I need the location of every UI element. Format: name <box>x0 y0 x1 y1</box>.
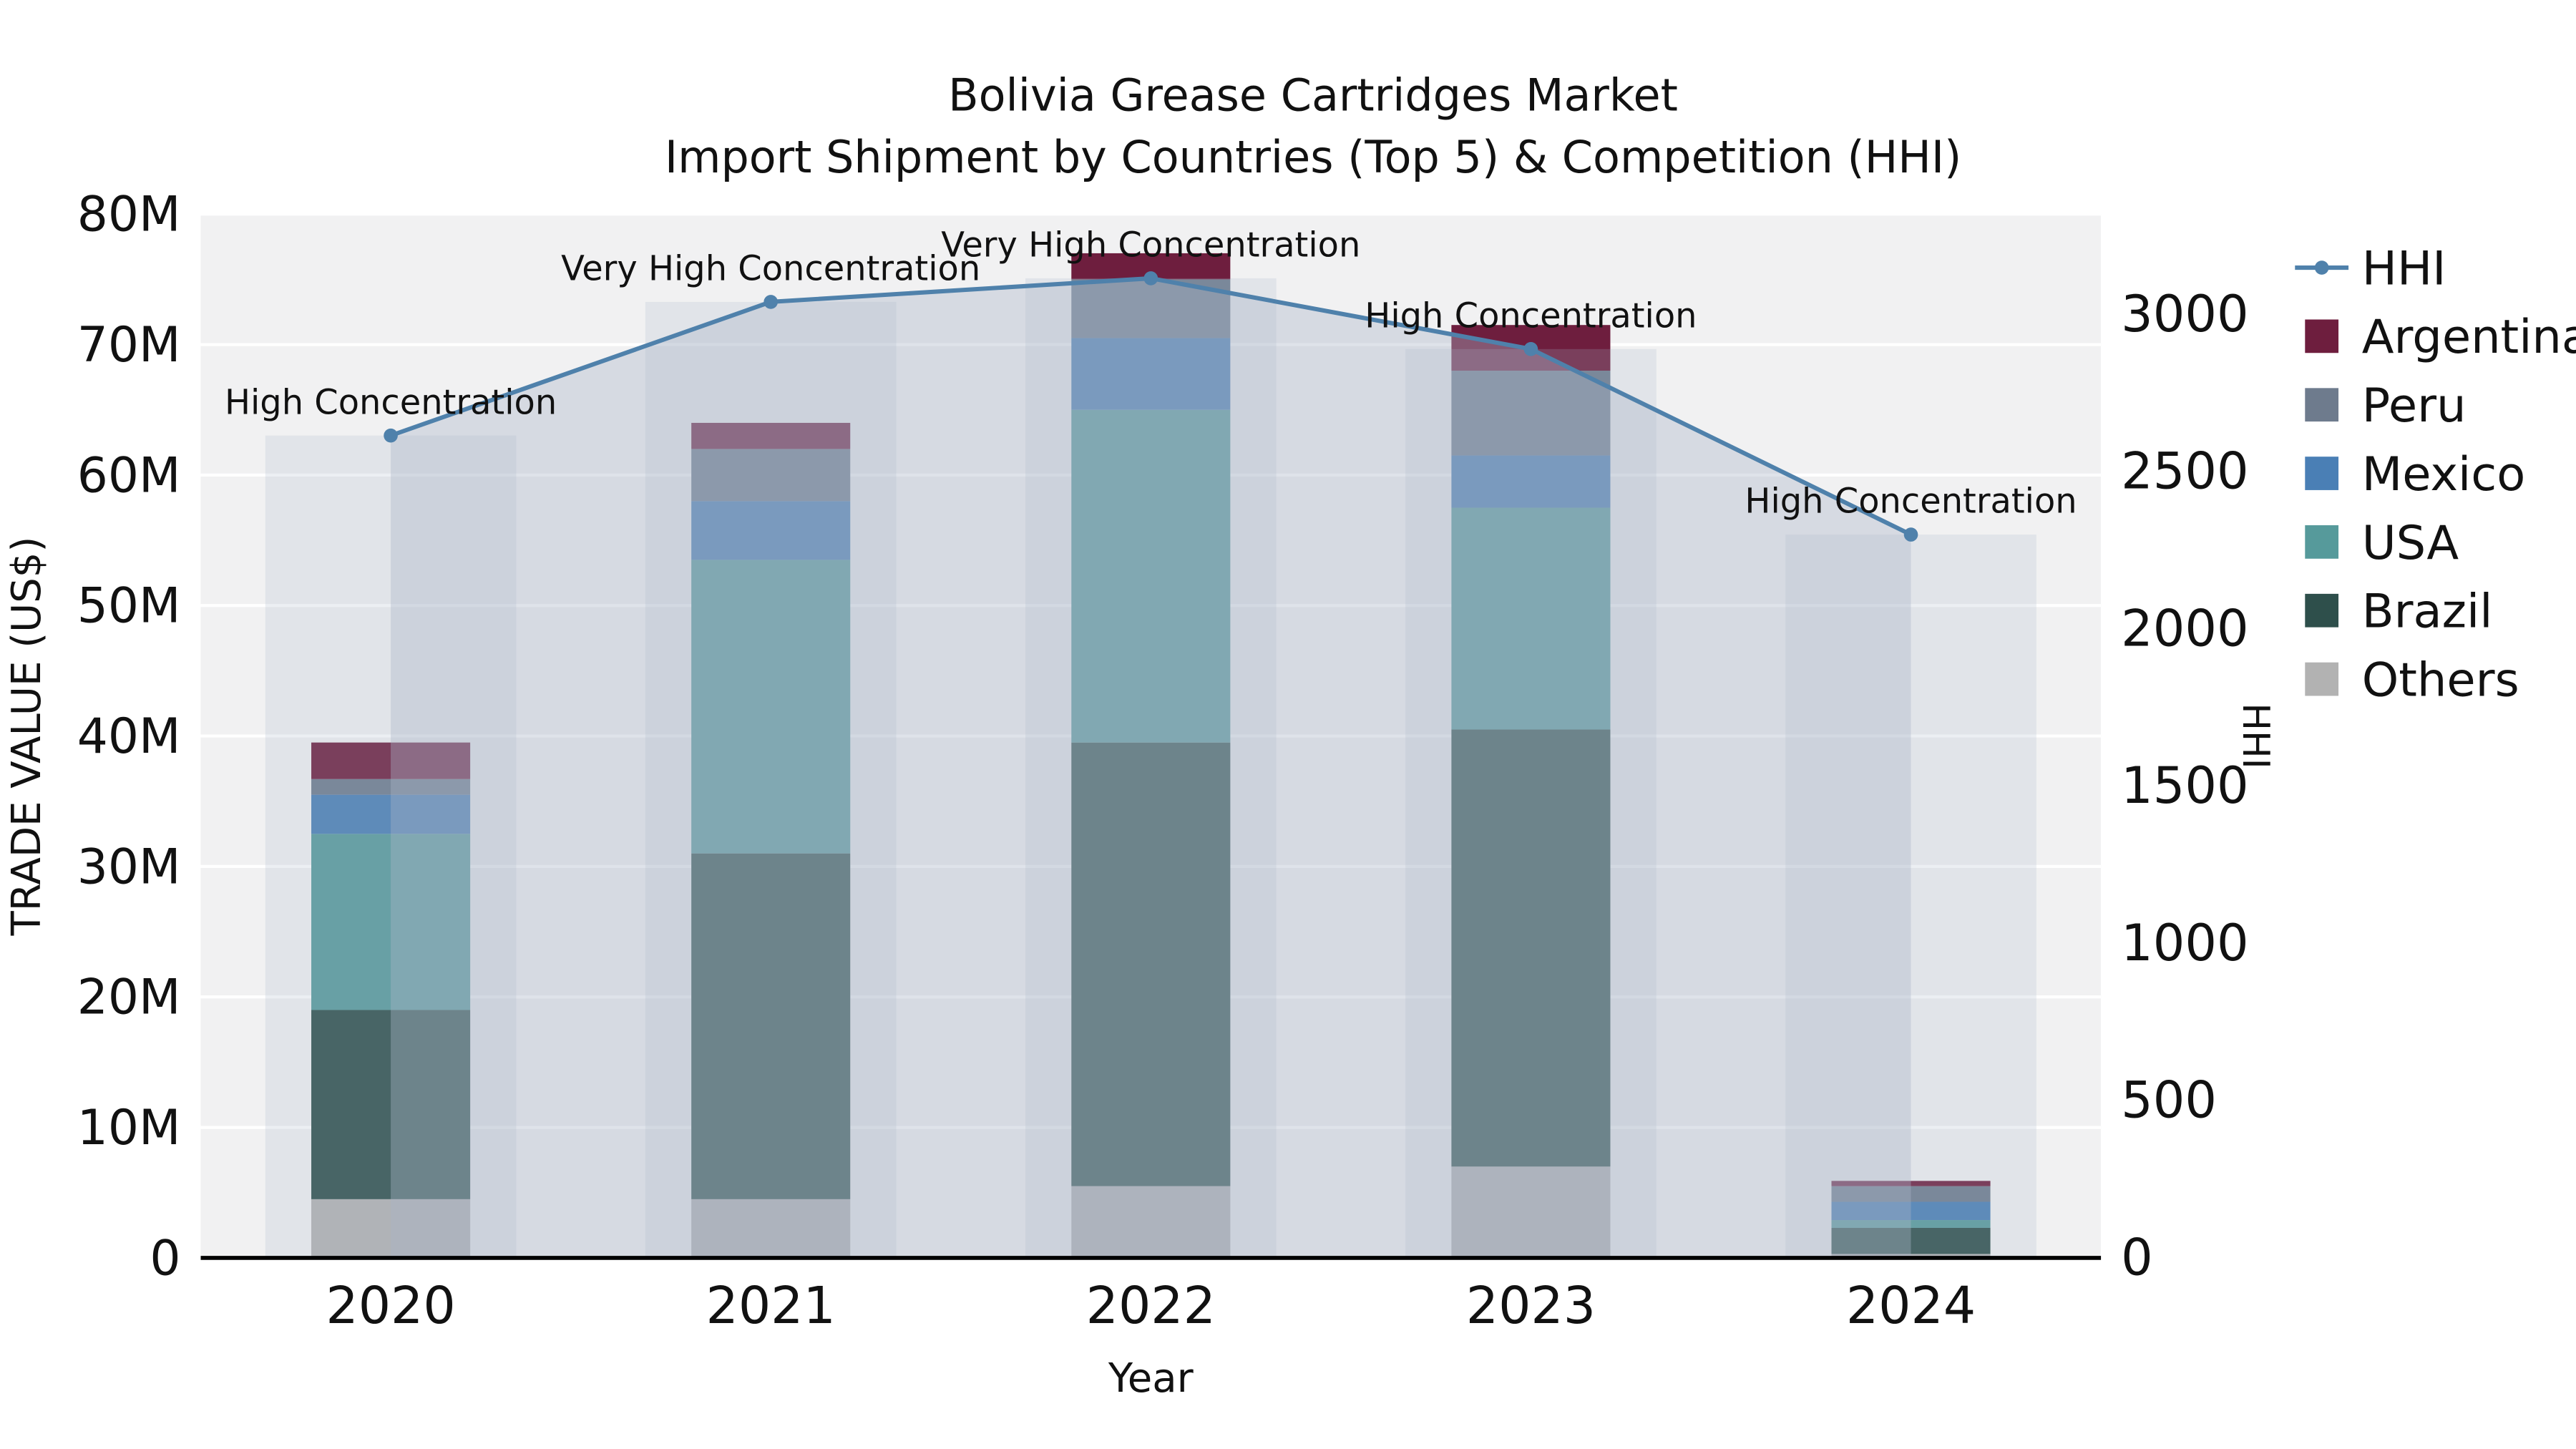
legend: HHI Argentina Peru Mexico USA Brazil Others <box>2295 241 2576 707</box>
bar-segment-peru-2021 <box>691 449 851 502</box>
x-tick-2024: 2024 <box>1846 1276 1976 1335</box>
hhi-wide-bar-2023 <box>1405 348 1657 1258</box>
stacked-bars-group <box>311 253 1991 1258</box>
y-tick-right-3000: 3000 <box>2121 285 2248 343</box>
y-tick-left-20M: 20M <box>77 969 181 1025</box>
y-axis-title-right: HHI <box>2234 703 2277 769</box>
bar-segment-mexico-2021 <box>691 501 851 560</box>
bar-segment-usa-2022 <box>1071 409 1231 743</box>
annotation-2023: High Concentration <box>1365 296 1697 336</box>
y-tick-left-60M: 60M <box>77 447 181 503</box>
legend-label-brazil: Brazil <box>2362 585 2493 639</box>
y-tick-left-70M: 70M <box>77 316 181 373</box>
x-axis-title: Year <box>1108 1355 1194 1402</box>
bar-segment-others-2021 <box>691 1199 851 1258</box>
legend-swatch-argentina <box>2305 319 2339 353</box>
legend-label-usa: USA <box>2362 516 2459 570</box>
x-tick-2022: 2022 <box>1086 1276 1216 1335</box>
bar-segment-mexico-2024 <box>1831 1201 1991 1221</box>
x-tick-2020: 2020 <box>326 1276 455 1335</box>
legend-swatch-brazil <box>2305 593 2339 628</box>
y-tick-right-500: 500 <box>2121 1071 2217 1130</box>
hhi-wide-bar-2024 <box>1785 535 2036 1258</box>
bar-segment-argentina-2024 <box>1831 1181 1991 1186</box>
bar-segment-peru-2020 <box>311 779 471 795</box>
bar-segment-brazil-2024 <box>1831 1227 1991 1254</box>
y-tick-left-80M: 80M <box>77 186 181 243</box>
x-tick-2021: 2021 <box>706 1276 835 1335</box>
y-tick-left-0: 0 <box>150 1229 180 1286</box>
y-tick-left-30M: 30M <box>77 838 181 894</box>
annotation-2022: Very High Concentration <box>941 226 1360 265</box>
bar-segment-argentina-2020 <box>311 742 471 779</box>
hhi-marker-2023 <box>1523 342 1538 356</box>
x-tick-2023: 2023 <box>1466 1276 1596 1335</box>
bar-segment-brazil-2023 <box>1451 729 1611 1167</box>
legend-swatch-mexico <box>2305 457 2339 490</box>
bar-segment-others-2023 <box>1451 1166 1611 1258</box>
bar-segment-usa-2021 <box>691 560 851 854</box>
hhi-wide-bar-2020 <box>265 435 517 1258</box>
legend-swatch-usa <box>2305 525 2339 559</box>
y-tick-right-1000: 1000 <box>2121 914 2248 972</box>
bar-segment-peru-2024 <box>1831 1186 1991 1202</box>
hhi-line-group <box>384 271 1918 542</box>
y-tick-left-40M: 40M <box>77 708 181 764</box>
y-tick-left-10M: 10M <box>77 1099 181 1156</box>
bar-segment-argentina-2021 <box>691 422 851 449</box>
bar-segment-brazil-2022 <box>1071 742 1231 1186</box>
chart-title: Bolivia Grease Cartridges Market <box>948 69 1678 121</box>
bar-segment-mexico-2023 <box>1451 455 1611 508</box>
hhi-marker-2021 <box>763 295 779 309</box>
y-tick-right-0: 0 <box>2121 1228 2153 1287</box>
y-tick-left-50M: 50M <box>77 577 181 634</box>
y-tick-right-1500: 1500 <box>2121 756 2248 815</box>
hhi-marker-2024 <box>1903 527 1918 542</box>
bar-segment-peru-2023 <box>1451 371 1611 456</box>
hhi-marker-2022 <box>1143 271 1158 286</box>
y-tick-right-2500: 2500 <box>2121 442 2248 501</box>
legend-label-hhi: HHI <box>2362 241 2446 296</box>
bar-segment-others-2020 <box>311 1199 471 1258</box>
legend-swatch-peru <box>2305 388 2339 422</box>
bar-segment-brazil-2020 <box>311 1010 471 1199</box>
bar-segment-usa-2020 <box>311 834 471 1010</box>
tick-labels-group: 0 10M 20M 30M 40M 50M 60M 70M 80M 0 500 1000 1500 200… <box>77 186 2249 1335</box>
legend-label-mexico: Mexico <box>2362 447 2525 502</box>
legend-label-argentina: Argentina <box>2362 310 2576 364</box>
y-tick-right-2000: 2000 <box>2121 599 2248 658</box>
annotation-2024: High Concentration <box>1745 482 2077 522</box>
hhi-area-group <box>265 278 2036 1258</box>
annotation-2020: High Concentration <box>225 383 557 422</box>
legend-marker-hhi <box>2314 260 2329 275</box>
bar-segment-mexico-2022 <box>1071 338 1231 410</box>
hhi-area-fill <box>391 278 1911 1258</box>
legend-label-others: Others <box>2362 653 2519 707</box>
bar-segment-others-2022 <box>1071 1186 1231 1258</box>
bar-segment-usa-2023 <box>1451 507 1611 730</box>
legend-swatch-others <box>2305 662 2339 696</box>
chart-subtitle: Import Shipment by Countries (Top 5) & C… <box>665 132 1961 183</box>
hhi-wide-bar-2021 <box>645 301 897 1258</box>
legend-label-peru: Peru <box>2362 379 2467 433</box>
hhi-wide-bar-2022 <box>1025 278 1277 1258</box>
annotation-2021: Very High Concentration <box>561 250 980 289</box>
hhi-marker-2020 <box>384 428 398 443</box>
y-axis-title-left: TRADE VALUE (US$) <box>4 537 50 937</box>
bar-segment-brazil-2021 <box>691 853 851 1199</box>
bar-segment-usa-2024 <box>1831 1220 1991 1228</box>
bar-segment-mexico-2020 <box>311 794 471 834</box>
